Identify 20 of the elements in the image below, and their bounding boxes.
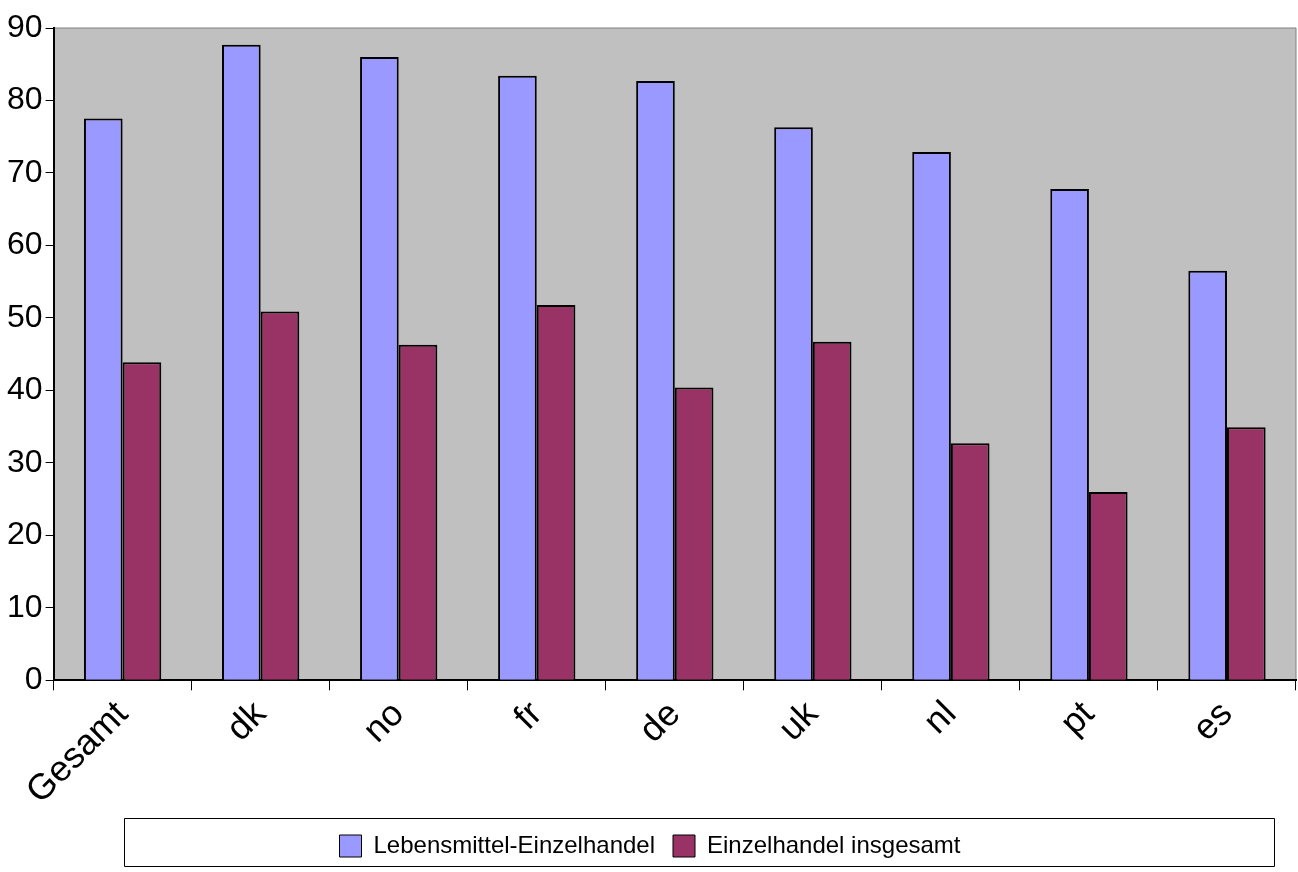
legend-label: Lebensmittel-Einzelhandel [373,830,656,858]
y-tick-label: 20 [7,515,43,552]
y-tick-label: 0 [24,660,43,697]
x-tick-label: es [1183,692,1240,749]
y-tick-label: 70 [7,152,43,189]
y-tick-label: 30 [7,442,43,479]
y-tick-label: 40 [7,370,43,407]
x-tick-label: uk [769,691,827,749]
x-tick-label: pt [1051,692,1102,743]
x-tick-label: no [354,692,412,750]
y-tick-label: 90 [7,7,43,44]
x-tick-label: nl [914,692,964,742]
y-tick-label: 80 [7,80,43,117]
y-tick-label: 10 [7,587,43,624]
x-tick-label: dk [217,691,275,749]
y-tick-label: 50 [7,297,43,334]
x-tick-label: de [630,692,688,750]
legend-label: Einzelhandel insgesamt [707,830,961,858]
x-tick-label: fr [504,692,550,737]
y-tick-label: 60 [7,225,43,262]
